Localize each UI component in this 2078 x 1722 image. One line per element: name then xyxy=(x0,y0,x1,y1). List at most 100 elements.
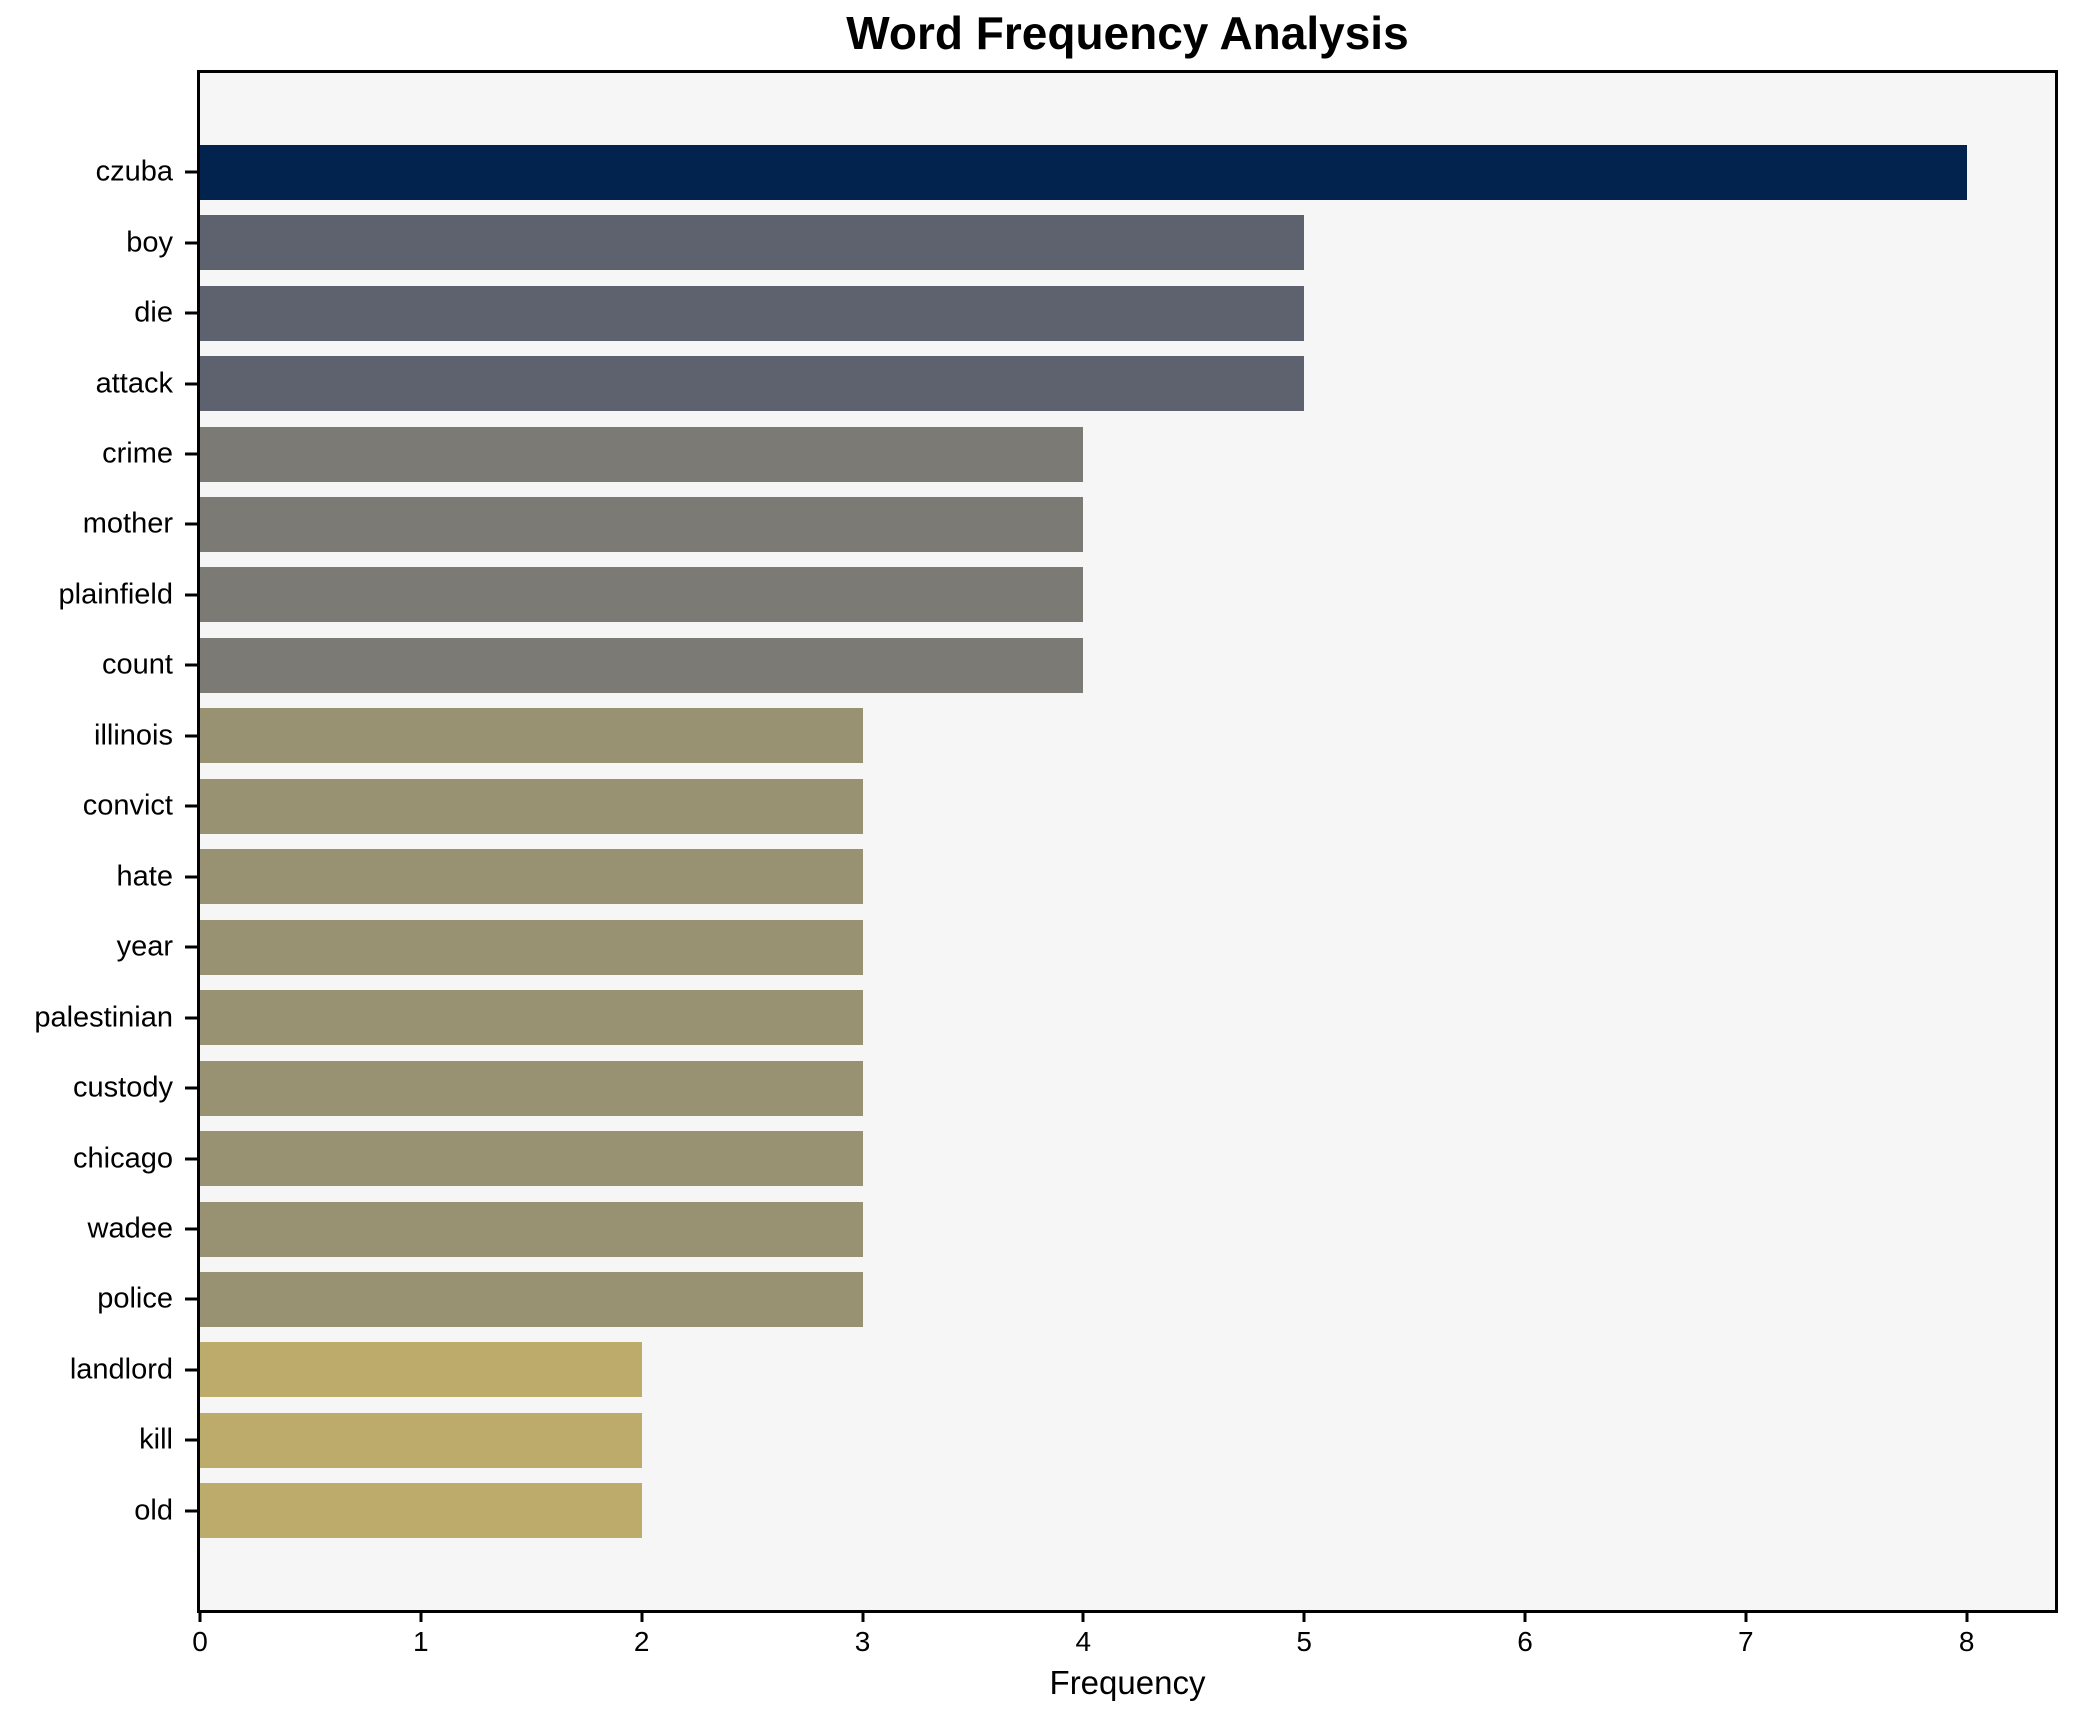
bar-landlord xyxy=(200,1342,642,1398)
y-tick-mark xyxy=(185,241,197,245)
bar-row-palestinian: palestinian xyxy=(34,982,2055,1052)
y-tick-mark xyxy=(185,875,197,879)
y-tick-mark xyxy=(185,1368,197,1372)
y-tick-mark xyxy=(185,452,197,456)
x-tick-label: 2 xyxy=(633,1626,650,1657)
x-tick-label: 6 xyxy=(1517,1626,1533,1657)
y-tick-label: kill xyxy=(139,1423,173,1456)
y-tick-mark xyxy=(185,1509,197,1513)
y-tick-label: illinois xyxy=(94,719,173,752)
y-tick-label: custody xyxy=(73,1071,173,1104)
bar-row-convict: convict xyxy=(83,771,2055,841)
bar-row-czuba: czuba xyxy=(96,137,2055,207)
x-tick-mark xyxy=(198,1610,202,1622)
y-tick-label: plainfield xyxy=(58,578,173,611)
bar-custody xyxy=(200,1060,863,1116)
x-tick-label: 8 xyxy=(1958,1626,1975,1657)
bar-chicago xyxy=(200,1131,863,1187)
x-tick-label: 7 xyxy=(1738,1626,1754,1657)
y-tick-label: chicago xyxy=(73,1142,173,1175)
x-axis-ticks: 0 1 2 3 4 5 6 7 8 xyxy=(192,1610,2055,1680)
bar-row-mother: mother xyxy=(83,489,2055,559)
y-tick-mark xyxy=(185,170,197,174)
bar-year xyxy=(200,919,863,975)
bar-illinois xyxy=(200,708,863,764)
x-tick-mark xyxy=(1302,1610,1306,1622)
y-tick-mark xyxy=(185,1016,197,1020)
bar-row-boy: boy xyxy=(126,207,2055,277)
y-tick-mark xyxy=(185,1227,197,1231)
y-tick-mark xyxy=(185,311,197,315)
y-tick-label: old xyxy=(134,1494,173,1527)
y-tick-label: attack xyxy=(95,367,173,400)
x-tick-label: 1 xyxy=(413,1626,429,1657)
bar-row-police: police xyxy=(97,1264,2055,1334)
bar-row-landlord: landlord xyxy=(70,1335,2055,1405)
bar-boy xyxy=(200,215,1305,271)
y-tick-label: police xyxy=(97,1282,173,1315)
plot-area: czuba boy die attack crime mother plainfield co… xyxy=(34,70,2058,1656)
bar-row-crime: crime xyxy=(102,419,2055,489)
bar-mother xyxy=(200,497,1084,552)
y-tick-label: convict xyxy=(82,789,173,822)
x-tick-mark xyxy=(1523,1610,1527,1622)
y-tick-label: hate xyxy=(116,860,173,893)
y-tick-mark xyxy=(185,593,197,597)
y-tick-mark xyxy=(185,945,197,949)
bar-palestinian xyxy=(200,990,863,1046)
bar-row-illinois: illinois xyxy=(94,701,2055,771)
y-tick-label: czuba xyxy=(95,155,173,188)
chart-title: Word Frequency Analysis xyxy=(846,7,1409,59)
bar-hate xyxy=(200,849,863,905)
y-tick-mark xyxy=(185,804,197,808)
bar-old xyxy=(200,1483,642,1539)
x-tick-mark xyxy=(861,1610,864,1622)
bar-kill xyxy=(200,1412,642,1468)
bar-convict xyxy=(200,778,863,834)
y-tick-label: wadee xyxy=(87,1212,173,1245)
bar-row-attack: attack xyxy=(96,348,2055,418)
x-axis-label: Frequency xyxy=(1049,1664,1206,1701)
bar-row-plainfield: plainfield xyxy=(59,560,2055,630)
bar-czuba xyxy=(200,144,1967,200)
x-tick-label: 4 xyxy=(1075,1626,1092,1657)
bar-row-die: die xyxy=(134,278,2055,348)
bar-police xyxy=(200,1272,863,1327)
bar-die xyxy=(200,285,1305,341)
x-tick-label: 3 xyxy=(854,1626,871,1657)
y-tick-mark xyxy=(185,663,197,667)
bar-row-wadee: wadee xyxy=(88,1194,2055,1264)
y-tick-mark xyxy=(185,382,197,386)
bar-row-old: old xyxy=(134,1476,2055,1546)
y-tick-mark xyxy=(185,1086,197,1090)
x-tick-label: 5 xyxy=(1296,1626,1312,1657)
bar-plainfield xyxy=(200,567,1084,623)
y-tick-label: mother xyxy=(82,507,173,540)
y-tick-label: landlord xyxy=(69,1353,173,1386)
bar-attack xyxy=(200,356,1305,412)
y-tick-label: palestinian xyxy=(34,1001,173,1034)
x-tick-mark xyxy=(1744,1610,1748,1622)
bar-row-count: count xyxy=(102,630,2055,700)
x-tick-mark xyxy=(640,1610,644,1622)
x-tick-label: 0 xyxy=(192,1626,208,1657)
bar-row-hate: hate xyxy=(117,842,2055,912)
y-tick-mark xyxy=(185,1157,197,1161)
bar-row-year: year xyxy=(117,912,2055,982)
bar-row-chicago: chicago xyxy=(73,1123,2055,1193)
bar-rows: czuba boy die attack crime mother plainfield co… xyxy=(34,137,2055,1546)
x-tick-mark xyxy=(1965,1610,1969,1622)
y-tick-label: boy xyxy=(126,226,173,259)
y-tick-mark xyxy=(185,734,197,738)
y-tick-label: die xyxy=(134,296,173,329)
x-tick-mark xyxy=(419,1610,423,1622)
y-tick-label: year xyxy=(116,930,173,963)
bar-row-custody: custody xyxy=(73,1053,2055,1123)
x-tick-mark xyxy=(1081,1610,1085,1622)
y-tick-mark xyxy=(185,1297,197,1301)
bar-count xyxy=(200,637,1084,693)
bar-wadee xyxy=(200,1201,863,1257)
y-tick-mark xyxy=(185,1438,197,1442)
y-tick-label: count xyxy=(102,648,173,681)
